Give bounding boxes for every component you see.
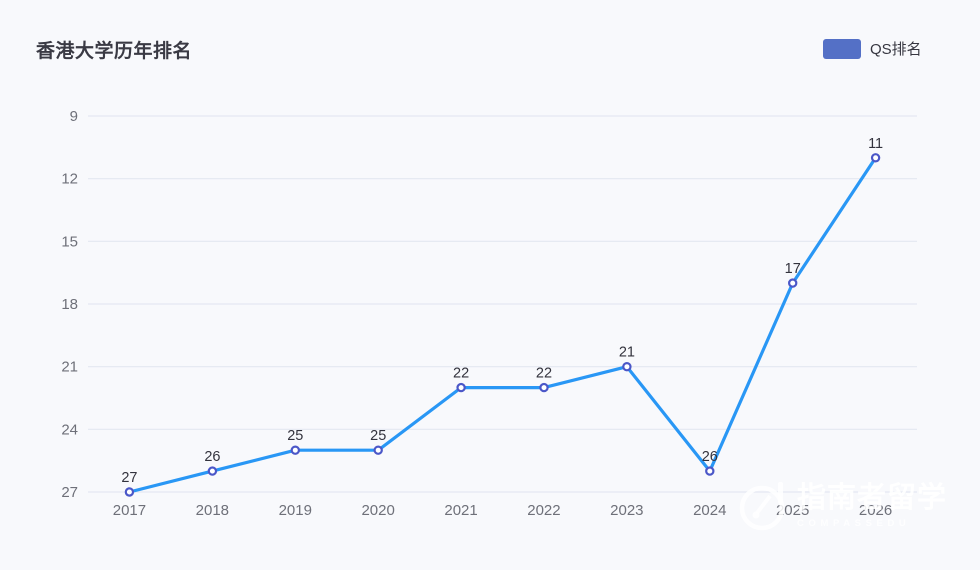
data-point[interactable] — [456, 382, 466, 393]
y-tick-label: 18 — [61, 296, 78, 313]
data-point[interactable] — [373, 445, 383, 455]
x-axis-label: 2024 — [693, 502, 726, 519]
data-point-labels: 27 26 25 25 22 22 21 26 17 11 — [121, 136, 883, 486]
series-line — [127, 156, 878, 494]
x-axis-label: 2018 — [196, 502, 229, 519]
chart-title: 香港大学历年排名 — [36, 41, 193, 62]
data-point-label: 21 — [619, 345, 635, 361]
data-point[interactable] — [705, 466, 715, 476]
data-point[interactable] — [622, 362, 632, 372]
gridlines — [88, 115, 917, 493]
data-point[interactable] — [207, 466, 218, 476]
x-axis-label: 2025 — [776, 502, 809, 519]
y-tick-label: 24 — [61, 421, 78, 438]
data-point-label: 11 — [868, 136, 883, 152]
series-line-group — [124, 153, 881, 497]
data-point-label: 25 — [287, 428, 303, 444]
data-point-label: 26 — [204, 449, 220, 465]
data-point-label: 26 — [702, 449, 718, 465]
x-axis-label: 2021 — [444, 502, 477, 519]
y-axis-labels: 9 12 15 18 21 24 27 — [61, 108, 78, 501]
data-point[interactable] — [788, 278, 798, 288]
x-axis-label: 2019 — [279, 502, 312, 519]
data-point[interactable] — [870, 153, 881, 163]
x-axis-label: 2026 — [859, 502, 892, 519]
legend-swatch — [823, 38, 861, 59]
y-tick-label: 9 — [70, 108, 78, 125]
legend-label: QS排名 — [870, 41, 922, 58]
x-axis-label: 2022 — [527, 502, 560, 519]
data-point-label: 22 — [453, 366, 469, 382]
legend-item-qs[interactable]: QS排名 — [823, 38, 922, 59]
data-point-label: 27 — [121, 470, 137, 486]
data-point[interactable] — [124, 487, 135, 497]
x-axis-label: 2020 — [361, 502, 394, 519]
data-point[interactable] — [290, 445, 300, 455]
data-point[interactable] — [539, 382, 549, 393]
x-axis-labels: 2017 2018 2019 2020 2021 2022 2023 2024 2025 2026 — [113, 502, 892, 519]
data-point-label: 22 — [536, 366, 552, 382]
x-axis-label: 2023 — [610, 502, 643, 519]
y-tick-label: 15 — [61, 233, 78, 250]
y-tick-label: 21 — [61, 359, 78, 376]
y-tick-label: 12 — [61, 171, 78, 188]
y-tick-label: 27 — [61, 484, 78, 501]
data-point-label: 17 — [785, 261, 801, 277]
x-axis-label: 2017 — [113, 502, 146, 519]
data-point-label: 25 — [370, 428, 386, 444]
